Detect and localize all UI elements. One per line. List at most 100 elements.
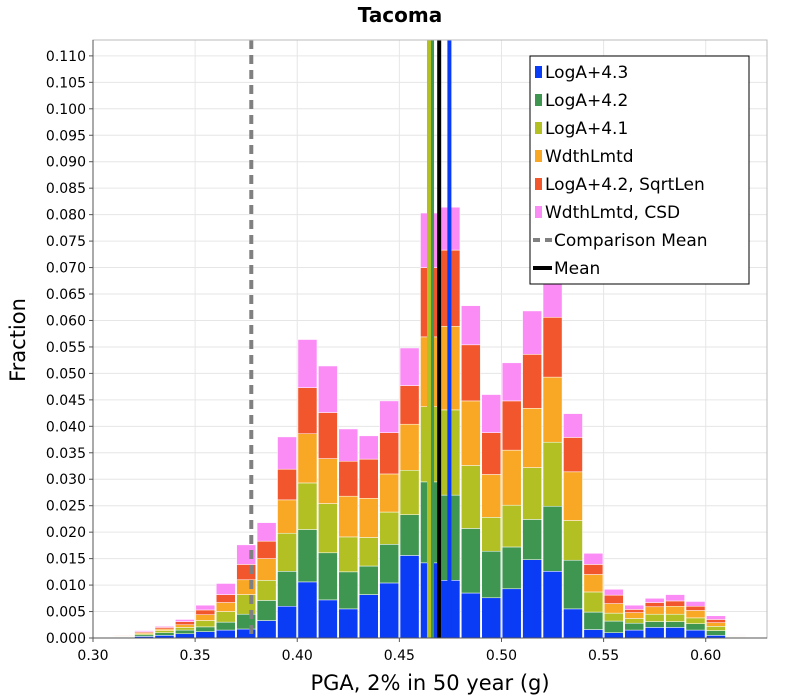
legend-comparison-mean-label: Comparison Mean <box>554 231 708 251</box>
bar-segment-loga-4-2-sqrtlen <box>175 621 195 626</box>
y-tick-label: 0.045 <box>46 393 86 409</box>
y-tick-label: 0.065 <box>46 287 86 303</box>
bar-segment-wdthlmtd-csd <box>195 604 216 611</box>
bar-segment-loga-4-2-sqrtlen <box>297 387 318 434</box>
y-tick-label: 0.055 <box>46 340 86 356</box>
y-tick-label: 0.080 <box>46 208 86 224</box>
bar-segment-wdthlmtd <box>522 408 542 468</box>
bar-segment-wdthlmtd <box>624 612 645 619</box>
bar-segment-loga-4-2 <box>277 571 297 607</box>
y-tick-label: 0.005 <box>46 605 86 621</box>
legend-loga-4-2-sqrtlen-swatch <box>535 178 542 190</box>
legend-mean-label: Mean <box>554 259 600 279</box>
bar-segment-loga-4-3 <box>338 608 359 639</box>
bar-segment-loga-4-1 <box>644 613 665 622</box>
bar-segment-loga-4-1 <box>318 503 338 554</box>
bar-segment-wdthlmtd-csd <box>358 435 379 460</box>
bar-segment-loga-4-3 <box>481 597 502 639</box>
bar-segment-loga-4-3 <box>215 629 236 639</box>
bar-segment-wdthlmtd <box>665 605 685 615</box>
bar-segment-loga-4-1 <box>195 620 216 628</box>
bar-segment-loga-4-2-sqrtlen <box>563 437 583 473</box>
y-tick-label: 0.015 <box>46 552 86 568</box>
legend-loga-4-2-swatch <box>535 94 542 106</box>
bar-segment-loga-4-2-sqrtlen <box>501 400 522 451</box>
bar-segment-wdthlmtd <box>542 376 563 443</box>
bar-segment-loga-4-3 <box>563 608 583 639</box>
bar-segment-wdthlmtd-csd <box>604 589 624 596</box>
bar-segment-loga-4-2-sqrtlen <box>542 317 563 378</box>
bar-segment-loga-4-2-sqrtlen <box>644 602 665 608</box>
bar-segment-loga-4-2 <box>522 519 542 560</box>
bar-segment-wdthlmtd-csd <box>134 630 154 632</box>
bar-segment-loga-4-3 <box>624 629 645 639</box>
bar-segment-loga-4-1 <box>604 612 624 622</box>
mean-lines <box>249 40 452 638</box>
bar-segment-loga-4-3 <box>195 631 216 639</box>
bar-segment-loga-4-1 <box>154 630 175 633</box>
bar-segment-loga-4-2 <box>379 544 399 584</box>
bar-segment-loga-4-1 <box>277 532 297 572</box>
bar-segment-loga-4-2 <box>195 626 216 632</box>
x-tick-label: 0.55 <box>588 648 619 664</box>
bar-segment-loga-4-1 <box>461 465 481 529</box>
y-tick-label: 0.035 <box>46 446 86 462</box>
y-tick-label: 0.040 <box>46 419 86 435</box>
x-axis-ticks: 0.30 0.35 0.40 0.45 0.50 0.55 0.60 <box>77 638 721 664</box>
bar-segment-wdthlmtd <box>338 495 359 538</box>
bar-segment-loga-4-3 <box>318 599 338 639</box>
bar-segment-loga-4-2-sqrtlen <box>461 344 481 402</box>
bar-segment-loga-4-2 <box>501 546 522 590</box>
bar-segment-wdthlmtd <box>461 400 481 466</box>
bar-segment-loga-4-1 <box>256 580 277 601</box>
bar-segment-loga-4-2-sqrtlen <box>277 468 297 501</box>
bar-segment-loga-4-2 <box>624 622 645 631</box>
bar-segment-loga-4-2-sqrtlen <box>113 635 134 637</box>
bar-segment-loga-4-1 <box>522 467 542 520</box>
y-tick-label: 0.075 <box>46 234 86 250</box>
bar-segment-loga-4-3 <box>379 582 399 639</box>
bar-segment-loga-4-2-sqrtlen <box>318 412 338 459</box>
bar-segment-loga-4-1 <box>215 611 236 623</box>
legend: LogA+4.3 LogA+4.2 LogA+4.1 WdthLmtd LogA+4.2… <box>529 55 750 285</box>
bar-segment-loga-4-2 <box>563 559 583 610</box>
bar-segment-loga-4-1 <box>481 517 502 552</box>
bar-segment-loga-4-2-sqrtlen <box>522 354 542 409</box>
bar-segment-loga-4-3 <box>277 605 297 639</box>
bar-segment-loga-4-3 <box>461 592 481 639</box>
bar-segment-wdthlmtd-csd <box>318 365 338 413</box>
bar-segment-loga-4-2 <box>154 632 175 636</box>
bar-segment-wdthlmtd <box>604 603 624 614</box>
bar-segment-loga-4-3 <box>297 581 318 639</box>
bar-segment-loga-4-1 <box>685 617 706 624</box>
bar-segment-wdthlmtd-csd <box>624 604 645 610</box>
bar-segment-wdthlmtd-csd <box>644 598 665 603</box>
bar-segment-loga-4-3 <box>604 632 624 639</box>
bar-segment-loga-4-2-sqrtlen <box>604 594 624 604</box>
bar-segment-loga-4-2 <box>706 630 726 636</box>
bar-segment-loga-4-1 <box>399 469 420 515</box>
bar-segment-wdthlmtd-csd <box>706 615 726 620</box>
bar-segment-wdthlmtd <box>256 558 277 581</box>
bar-segment-loga-4-2 <box>461 528 481 594</box>
bar-segment-wdthlmtd-csd <box>685 601 706 607</box>
bar-segment-loga-4-2-sqrtlen <box>379 432 399 475</box>
bar-segment-loga-4-2 <box>256 600 277 621</box>
bar-segment-loga-4-2 <box>644 621 665 628</box>
legend-wdthlmtd-csd-label: WdthLmtd, CSD <box>545 203 680 223</box>
bar-segment-loga-4-2-sqrtlen <box>665 600 685 607</box>
legend-loga-4-3-swatch <box>535 66 542 78</box>
bar-segment-loga-4-3 <box>685 629 706 639</box>
bar-segment-loga-4-2-sqrtlen <box>338 460 359 497</box>
bar-segment-loga-4-3 <box>522 559 542 639</box>
bar-segment-wdthlmtd <box>277 499 297 534</box>
bar-segment-loga-4-1 <box>665 613 685 622</box>
bar-segment-loga-4-3 <box>399 555 420 639</box>
bar-segment-loga-4-1 <box>501 504 522 548</box>
legend-loga-4-2-label: LogA+4.2 <box>545 91 628 111</box>
bar-segment-wdthlmtd <box>685 610 706 619</box>
bar-segment-loga-4-2-sqrtlen <box>624 609 645 613</box>
bar-segment-loga-4-2 <box>665 621 685 628</box>
bar-segment-wdthlmtd <box>297 433 318 484</box>
x-tick-label: 0.60 <box>690 648 721 664</box>
